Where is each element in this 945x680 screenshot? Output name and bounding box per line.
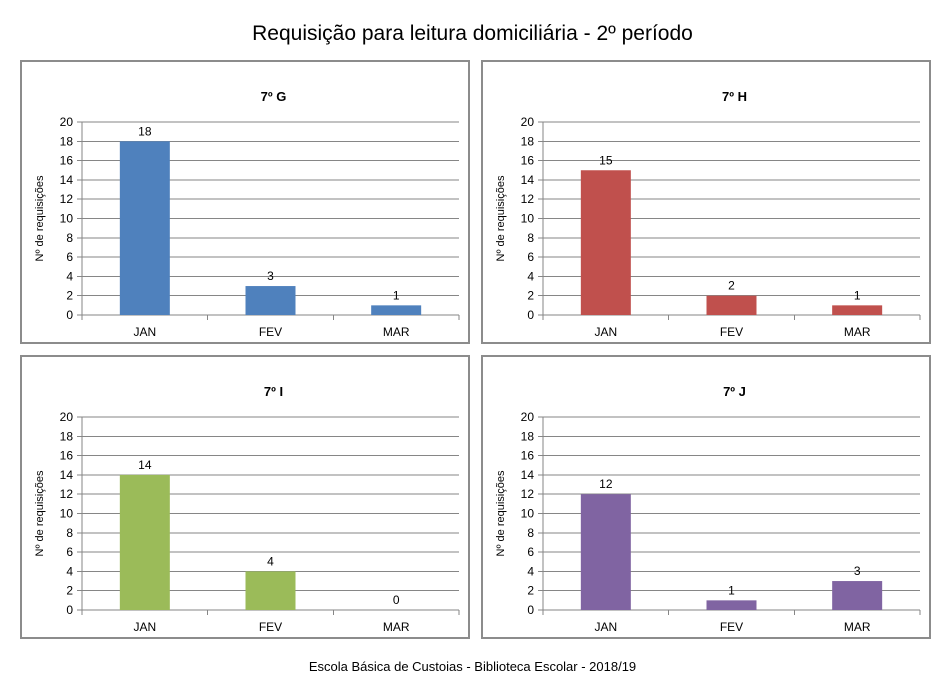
y-tick-label: 14 [60, 468, 74, 482]
data-label: 18 [138, 124, 152, 138]
x-tick-label: MAR [844, 325, 871, 339]
x-tick-label: JAN [594, 620, 617, 634]
y-tick-label: 2 [527, 289, 534, 303]
data-label: 14 [138, 458, 152, 472]
chart-7g: 7º G 0 2 4 6 8 10 12 14 16 18 20 18 JAN 3 FEV 1 MAR Nº de … [34, 89, 460, 339]
y-tick-label: 16 [60, 449, 74, 463]
footer-text: Escola Básica de Custoias - Biblioteca E… [308, 659, 637, 674]
x-tick-label: JAN [133, 325, 156, 339]
page-title: Requisição para leitura domiciliária - 2… [252, 22, 693, 45]
y-tick-label: 8 [527, 526, 534, 540]
x-tick-label: JAN [594, 325, 617, 339]
data-label: 2 [728, 279, 735, 293]
y-tick-label: 6 [66, 545, 73, 559]
chart-panel-7g: 7º G 0 2 4 6 8 10 12 14 16 18 20 18 JAN 3 FEV 1 MAR Nº de … [20, 60, 470, 344]
y-tick-label: 14 [521, 173, 535, 187]
x-tick-label: FEV [259, 325, 282, 339]
x-tick-label: MAR [844, 620, 871, 634]
bar-jan [580, 494, 631, 610]
y-tick-label: 0 [527, 308, 534, 322]
y-axis-label: Nº de requisições [34, 470, 46, 556]
data-label: 3 [854, 564, 861, 578]
y-tick-label: 12 [60, 487, 74, 501]
chart-7j: 7º J 0 2 4 6 8 10 12 14 16 18 20 12 JAN 1 FEV 3 MAR Nº de … [495, 384, 921, 634]
data-label: 1 [728, 583, 735, 597]
y-tick-label: 18 [521, 429, 535, 443]
y-tick-label: 10 [60, 212, 74, 226]
y-tick-label: 4 [527, 269, 534, 283]
y-tick-label: 16 [60, 154, 74, 168]
bar-jan [119, 474, 170, 610]
y-tick-label: 8 [66, 231, 73, 245]
y-tick-label: 6 [527, 545, 534, 559]
chart-7i: 7º I 0 2 4 6 8 10 12 14 16 18 20 14 JAN 4 FEV 0 MAR Nº de … [34, 384, 460, 634]
y-tick-label: 18 [521, 134, 535, 148]
y-tick-label: 10 [521, 507, 535, 521]
x-tick-label: FEV [720, 620, 743, 634]
y-tick-label: 4 [66, 269, 73, 283]
y-tick-label: 8 [66, 526, 73, 540]
y-tick-label: 16 [521, 154, 535, 168]
x-tick-label: JAN [133, 620, 156, 634]
y-tick-label: 8 [527, 231, 534, 245]
bar-mar [832, 581, 883, 610]
data-label: 1 [393, 288, 400, 302]
y-tick-label: 14 [521, 468, 535, 482]
y-tick-label: 20 [521, 410, 535, 424]
y-tick-label: 4 [66, 564, 73, 578]
bar-fev [245, 286, 296, 315]
y-tick-label: 20 [521, 115, 535, 129]
chart-panel-7i: 7º I 0 2 4 6 8 10 12 14 16 18 20 14 JAN 4 FEV 0 MAR Nº de … [20, 355, 470, 639]
y-tick-label: 6 [66, 250, 73, 264]
data-label: 0 [393, 593, 400, 607]
y-tick-label: 0 [66, 308, 73, 322]
data-label: 1 [854, 288, 861, 302]
bar-fev [706, 295, 757, 315]
y-tick-label: 0 [527, 603, 534, 617]
x-tick-label: MAR [383, 620, 410, 634]
y-tick-label: 12 [60, 192, 74, 206]
y-tick-label: 6 [527, 250, 534, 264]
bar-mar [371, 305, 422, 315]
bar-jan [119, 141, 170, 315]
bar-jan [580, 170, 631, 315]
y-tick-label: 18 [60, 134, 74, 148]
chart-title: 7º I [264, 384, 283, 399]
chart-panel-7h: 7º H 0 2 4 6 8 10 12 14 16 18 20 15 JAN 2 FEV 1 MAR Nº de … [481, 60, 931, 344]
chart-title: 7º J [723, 384, 746, 399]
y-tick-label: 0 [66, 603, 73, 617]
y-tick-label: 14 [60, 173, 74, 187]
y-axis-label: Nº de requisições [495, 175, 507, 261]
chart-panel-7j: 7º J 0 2 4 6 8 10 12 14 16 18 20 12 JAN 1 FEV 3 MAR Nº de … [481, 355, 931, 639]
data-label: 15 [599, 153, 613, 167]
x-tick-label: FEV [259, 620, 282, 634]
y-axis-label: Nº de requisições [495, 470, 507, 556]
y-tick-label: 20 [60, 410, 74, 424]
y-tick-label: 2 [66, 289, 73, 303]
chart-7h: 7º H 0 2 4 6 8 10 12 14 16 18 20 15 JAN 2 FEV 1 MAR Nº de … [495, 89, 921, 339]
y-tick-label: 10 [521, 212, 535, 226]
bar-fev [706, 600, 757, 610]
data-label: 3 [267, 269, 274, 283]
y-axis-label: Nº de requisições [34, 175, 46, 261]
bar-fev [245, 571, 296, 610]
y-tick-label: 10 [60, 507, 74, 521]
y-tick-label: 2 [527, 584, 534, 598]
y-tick-label: 2 [66, 584, 73, 598]
chart-title: 7º G [261, 89, 287, 104]
y-tick-label: 18 [60, 429, 74, 443]
x-tick-label: FEV [720, 325, 743, 339]
bar-mar [832, 305, 883, 315]
y-tick-label: 12 [521, 192, 535, 206]
x-tick-label: MAR [383, 325, 410, 339]
y-tick-label: 12 [521, 487, 535, 501]
y-tick-label: 20 [60, 115, 74, 129]
chart-title: 7º H [722, 89, 747, 104]
y-tick-label: 4 [527, 564, 534, 578]
data-label: 12 [599, 477, 613, 491]
y-tick-label: 16 [521, 449, 535, 463]
data-label: 4 [267, 554, 274, 568]
